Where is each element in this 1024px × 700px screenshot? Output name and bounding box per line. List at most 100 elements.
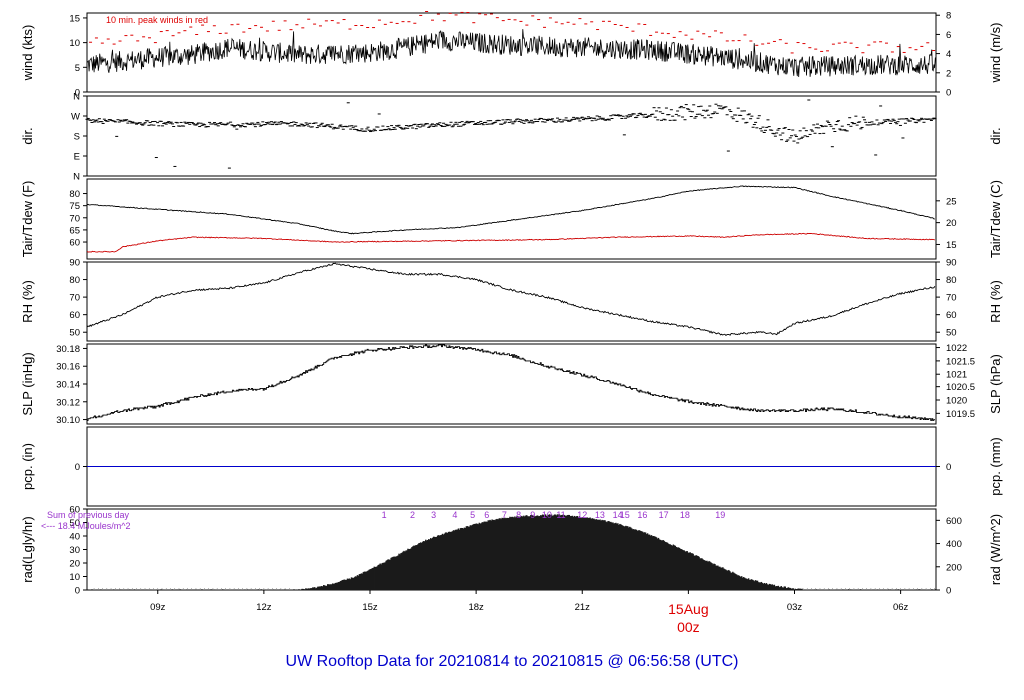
ytick-label-temp: 70 xyxy=(69,213,80,224)
panel-wind: 0 5 10 15 0 2 4 6 8 wind (kts) wind (m/s) 10 min. p… xyxy=(20,11,1003,99)
rad-hour-label: 7 xyxy=(502,510,507,520)
ytick-label-wind: 5 xyxy=(75,63,80,74)
ylabel-slp: SLP (inHg) xyxy=(20,352,35,415)
ytick-label-rad: 0 xyxy=(75,586,80,597)
ytick-label-dir: S xyxy=(74,132,80,143)
ytick-label-wind: 15 xyxy=(69,13,80,24)
rad-hour-label: 4 xyxy=(452,510,457,520)
ytick-label-temp: 65 xyxy=(69,225,80,236)
ytick-right-label-rh: 70 xyxy=(946,293,957,304)
ytick-right-label-rh: 50 xyxy=(946,328,957,339)
date-sub-label: 00z xyxy=(677,619,700,635)
panel-frame-dir xyxy=(86,95,937,177)
ytick-label-slp: 30.16 xyxy=(56,362,80,373)
xtick-label: 18z xyxy=(468,602,484,613)
rad-hour-label: 5 xyxy=(470,510,475,520)
panel-frame-temp xyxy=(86,178,937,260)
chart-title: UW Rooftop Data for 20210814 to 20210815… xyxy=(286,653,739,670)
ytick-right-label-slp: 1022 xyxy=(946,343,967,354)
ytick-right-label-slp: 1021.5 xyxy=(946,356,975,367)
ytick-right-label-rh: 90 xyxy=(946,258,957,269)
rad-hour-label: 6 xyxy=(484,510,489,520)
ytick-label-dir: N xyxy=(73,92,80,103)
ylabel-rad: rad(Lgly/hr) xyxy=(20,516,35,582)
panel-frame-wind xyxy=(86,12,937,93)
ytick-label-slp: 30.14 xyxy=(56,380,80,391)
wind-speed-line xyxy=(87,29,936,78)
dir-points xyxy=(85,99,937,169)
peak-wind-marks xyxy=(89,10,936,54)
ytick-right-label-temp: 25 xyxy=(946,196,957,207)
ylabel-wind: wind (kts) xyxy=(20,25,35,82)
rad-hour-label: 12 xyxy=(577,510,587,520)
ytick-right-label-slp: 1020 xyxy=(946,396,967,407)
ytick-label-temp: 75 xyxy=(69,201,80,212)
ytick-right-label-temp: 15 xyxy=(946,240,957,251)
rh-line xyxy=(87,262,936,336)
time-axis: 09z 12z 15z 18z 21z 03z 06z xyxy=(150,590,909,613)
rad-hour-label: 1 xyxy=(382,510,387,520)
ylabel-pcp: pcp. (in) xyxy=(20,443,35,490)
rad-hour-label: 16 xyxy=(637,510,647,520)
ytick-label-rad: 10 xyxy=(69,572,80,583)
rad-hour-label: 14 xyxy=(613,510,623,520)
ylabel-right-temp: Tair/Tdew (C) xyxy=(988,180,1003,258)
peak-wind-note: 10 min. peak winds in red xyxy=(106,15,208,25)
ytick-label-slp: 30.18 xyxy=(56,344,80,355)
ytick-label-rh: 80 xyxy=(69,275,80,286)
ytick-right-label-wind: 2 xyxy=(946,68,951,79)
slp-line xyxy=(87,344,935,421)
ytick-right-label-temp: 20 xyxy=(946,218,957,229)
xtick-label: 15z xyxy=(362,602,378,613)
ylabel-right-dir: dir. xyxy=(988,127,1003,144)
ytick-label-temp: 80 xyxy=(69,189,80,200)
xtick-label: 03z xyxy=(787,602,803,613)
ylabel-right-rad: rad (W/m^2) xyxy=(988,514,1003,585)
rad-hour-label: 18 xyxy=(680,510,690,520)
ytick-right-label-wind: 4 xyxy=(946,49,951,60)
ytick-label-rh: 90 xyxy=(69,258,80,269)
ytick-right-label-wind: 8 xyxy=(946,11,951,22)
ylabel-right-rh: RH (%) xyxy=(988,280,1003,323)
ytick-label-rh: 70 xyxy=(69,293,80,304)
panel-pcp: 0 0 pcp. (in) pcp. (mm) xyxy=(20,426,1003,507)
panel-slp: 30.10 30.12 30.14 30.16 30.18 1019.5 1020 1020.… xyxy=(20,343,1003,426)
ytick-right-label-rh: 80 xyxy=(946,275,957,286)
air-temp-line xyxy=(87,185,935,235)
ytick-right-label-slp: 1021 xyxy=(946,370,967,381)
ylabel-right-pcp: pcp. (mm) xyxy=(988,437,1003,496)
ytick-right-label-slp: 1020.5 xyxy=(946,382,975,393)
rad-note-line2: <--- 18.4 MJoules/m^2 xyxy=(41,521,131,531)
xtick-label: 12z xyxy=(256,602,272,613)
rad-night-ticks xyxy=(93,588,935,590)
ytick-label-slp: 30.10 xyxy=(56,415,80,426)
date-label: 15Aug xyxy=(668,601,708,617)
xtick-label: 21z xyxy=(575,602,591,613)
rad-note-line1: Sum of previous day xyxy=(47,510,130,520)
ytick-label-rad: 50 xyxy=(69,518,80,529)
ytick-right-label-rad: 600 xyxy=(946,516,962,527)
rad-hour-label: 15 xyxy=(620,510,630,520)
rad-hour-label: 11 xyxy=(556,510,565,520)
rad-hour-label: 13 xyxy=(595,510,605,520)
ytick-label-dir: N xyxy=(73,172,80,183)
ytick-right-label-rad: 400 xyxy=(946,539,962,550)
ytick-label-dir: W xyxy=(71,112,80,123)
ytick-label-pcp: 0 xyxy=(75,462,80,473)
panel-frame-rh xyxy=(86,261,937,342)
rad-hour-label: 3 xyxy=(431,510,436,520)
ytick-label-rh: 60 xyxy=(69,310,80,321)
ylabel-temp: Tair/Tdew (F) xyxy=(20,181,35,258)
ytick-right-label-slp: 1019.5 xyxy=(946,409,975,420)
ylabel-right-wind: wind (m/s) xyxy=(988,23,1003,84)
ytick-label-rad: 20 xyxy=(69,559,80,570)
ylabel-rh: RH (%) xyxy=(20,280,35,323)
rad-hour-label: 19 xyxy=(715,510,725,520)
panel-rh: 50 60 70 80 90 50 60 70 80 90 RH (%) RH (%) xyxy=(20,258,1003,342)
